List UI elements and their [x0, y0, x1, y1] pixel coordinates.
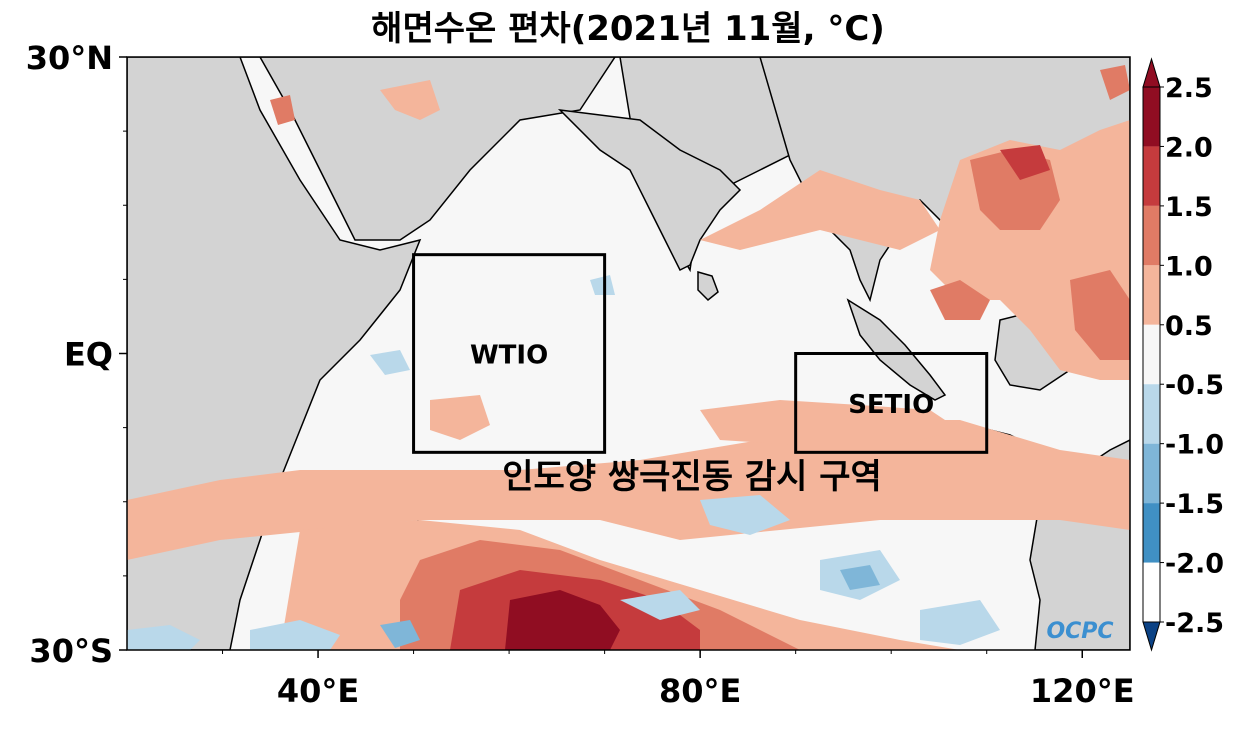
lon-tick-label: 40°E [277, 672, 359, 710]
colorbar-top-arrow [1142, 57, 1161, 88]
colorbar-segment [1143, 324, 1160, 385]
colorbar-label: -2.0 [1165, 549, 1224, 580]
colorbar-segment [1143, 87, 1160, 147]
colorbar: 2.5 2.0 1.5 1.0 0.5 -0.5 -1.0 -1.5 -2.0 -2.5 [1142, 57, 1224, 652]
land-india [557, 108, 742, 272]
ocpc-logo: OCPC [1046, 619, 1113, 644]
cool-anomaly [127, 275, 1000, 650]
lon-tick-label: 80°E [659, 672, 741, 710]
colorbar-label: -2.5 [1165, 608, 1224, 639]
land-sumatra [846, 298, 947, 401]
warm-anomaly-very-strong [505, 590, 620, 650]
region-box-setio [794, 352, 989, 454]
land-arabia [259, 57, 616, 241]
colorbar-label: 1.5 [1165, 192, 1213, 223]
longitude-axis: 40°E 80°E 120°E [222, 650, 1135, 710]
cool-anomaly-medium [380, 565, 880, 648]
lat-tick-label: EQ [64, 336, 113, 374]
region-label-setio: SETIO [848, 390, 934, 420]
region-box-wtio [412, 253, 607, 454]
colorbar-label: 2.0 [1165, 132, 1213, 163]
lat-tick-label: 30°N [26, 39, 113, 77]
colorbar-label: 0.5 [1165, 311, 1213, 342]
colorbar-label: 1.0 [1165, 251, 1213, 282]
iod-monitoring-annotation: 인도양 쌍극진동 감시 구역 [502, 457, 882, 497]
lat-tick-label: 30°S [29, 632, 113, 670]
colorbar-segment [1143, 146, 1160, 206]
colorbar-label: -1.5 [1165, 489, 1224, 520]
latitude-axis: 30°N EQ 30°S [26, 39, 127, 670]
colorbar-segment [1143, 205, 1160, 266]
monitoring-regions: WTIO SETIO [412, 253, 989, 454]
colorbar-label: -1.0 [1165, 430, 1224, 461]
colorbar-segment [1143, 503, 1160, 563]
colorbar-label: -0.5 [1165, 370, 1224, 401]
region-label-wtio: WTIO [470, 341, 548, 371]
map-title: 해면수온 편차(2021년 11월, °C) [371, 9, 885, 49]
colorbar-label: 2.5 [1165, 73, 1213, 104]
colorbar-bottom-arrow [1142, 621, 1161, 652]
colorbar-segment [1143, 443, 1160, 504]
land-sri-lanka [697, 271, 719, 302]
colorbar-segment [1143, 384, 1160, 444]
lon-tick-label: 120°E [1030, 672, 1135, 710]
colorbar-segment [1143, 265, 1160, 325]
